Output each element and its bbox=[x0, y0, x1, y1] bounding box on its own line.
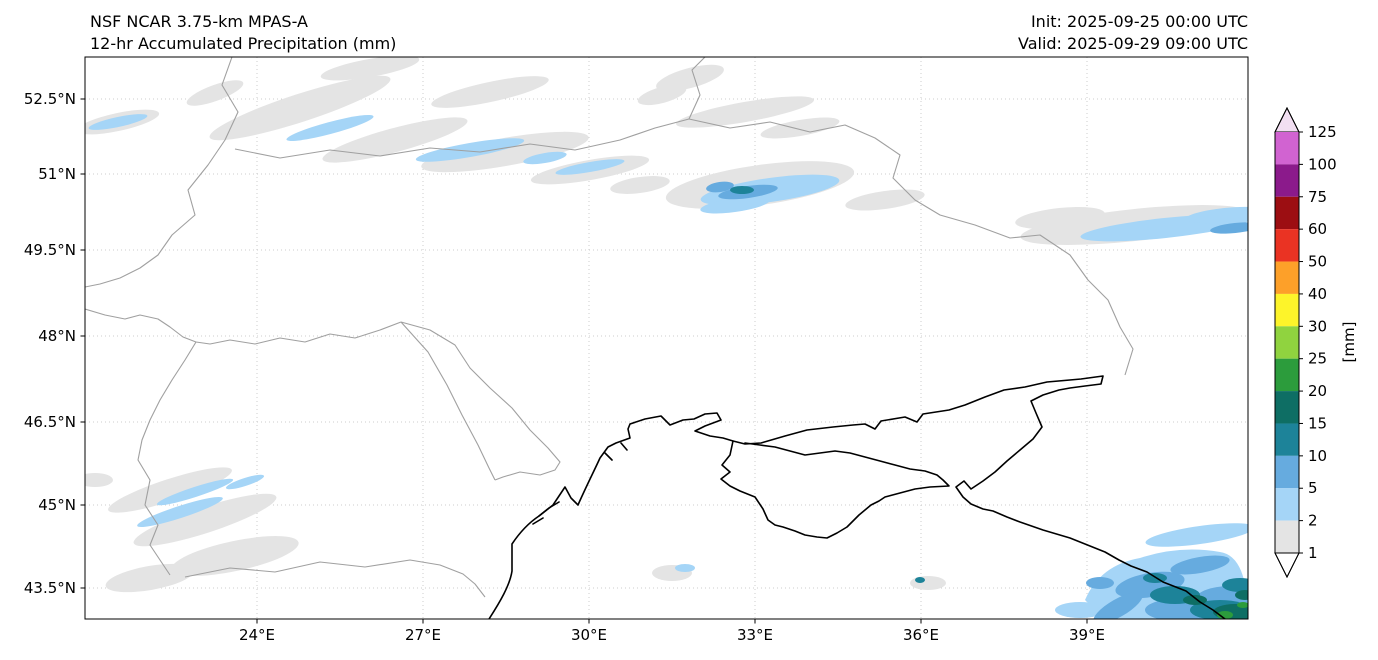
lat-tick-label: 49.5°N bbox=[23, 241, 76, 259]
colorbar-segment bbox=[1275, 488, 1299, 521]
country-borders bbox=[85, 57, 1134, 598]
colorbar-segment bbox=[1275, 520, 1299, 554]
colorbar-segment bbox=[1275, 455, 1299, 489]
colorbar: 125 100 75 60 50 40 30 25 20 15 10 5 2 1… bbox=[1262, 100, 1378, 592]
colorbar-segments bbox=[1275, 132, 1299, 554]
precip-layer-5mm bbox=[706, 181, 1248, 619]
title-block: NSF NCAR 3.75-km MPAS-A 12-hr Accumulate… bbox=[90, 11, 396, 55]
colorbar-segment bbox=[1275, 326, 1299, 359]
colorbar-tick-label: 25 bbox=[1308, 350, 1327, 368]
map-frame bbox=[84, 56, 1249, 620]
colorbar-tick-label: 15 bbox=[1308, 414, 1327, 432]
lat-tick-label: 48°N bbox=[38, 327, 76, 345]
colorbar-segment bbox=[1275, 358, 1299, 392]
model-title: NSF NCAR 3.75-km MPAS-A bbox=[90, 12, 308, 31]
colorbar-tick-label: 10 bbox=[1308, 447, 1327, 465]
colorbar-tickmarks bbox=[1299, 131, 1303, 554]
colorbar-tick-label: 40 bbox=[1308, 285, 1327, 303]
valid-time: Valid: 2025-09-29 09:00 UTC bbox=[1017, 34, 1248, 53]
lat-tick-label: 51°N bbox=[38, 165, 76, 183]
lat-tick-label: 43.5°N bbox=[23, 579, 76, 597]
colorbar-tick-label: 50 bbox=[1308, 253, 1327, 271]
colorbar-tick-label: 20 bbox=[1308, 382, 1327, 400]
lon-tick-label: 39°E bbox=[1068, 626, 1106, 644]
colorbar-tick-label: 5 bbox=[1308, 479, 1318, 497]
lon-tick-label: 33°E bbox=[736, 626, 774, 644]
colorbar-tick-label: 60 bbox=[1308, 220, 1327, 238]
colorbar-tick-label: 75 bbox=[1308, 188, 1327, 206]
colorbar-tick-label: 30 bbox=[1308, 317, 1327, 335]
precip-layer-1mm bbox=[85, 57, 1248, 593]
colorbar-segment bbox=[1275, 261, 1299, 294]
axis-ticks bbox=[80, 98, 1088, 624]
colorbar-segment bbox=[1275, 164, 1299, 197]
lat-tick-label: 46.5°N bbox=[23, 413, 76, 431]
colorbar-segment bbox=[1275, 423, 1299, 456]
product-title: 12-hr Accumulated Precipitation (mm) bbox=[90, 34, 397, 53]
init-time: Init: 2025-09-25 00:00 UTC bbox=[1030, 12, 1248, 31]
coastlines bbox=[488, 375, 1226, 619]
colorbar-segment bbox=[1275, 391, 1299, 424]
colorbar-tick-label: 1 bbox=[1308, 544, 1318, 562]
lon-tick-label: 30°E bbox=[570, 626, 608, 644]
colorbar-unit-label: [mm] bbox=[1340, 322, 1358, 363]
colorbar-segment bbox=[1275, 229, 1299, 262]
colorbar-segment bbox=[1275, 293, 1299, 327]
graticule-gridlines bbox=[85, 57, 1248, 619]
colorbar-tick-labels: 125 100 75 60 50 40 30 25 20 15 10 5 2 1 bbox=[1308, 123, 1337, 562]
map-plot bbox=[80, 56, 1249, 624]
colorbar-tick-label: 100 bbox=[1308, 155, 1337, 173]
colorbar-under-arrow bbox=[1274, 552, 1300, 579]
colorbar-segment bbox=[1275, 196, 1299, 230]
colorbar-over-arrow bbox=[1274, 106, 1300, 133]
colorbar-segment bbox=[1275, 132, 1299, 165]
colorbar-tick-label: 2 bbox=[1308, 512, 1318, 530]
colorbar-tick-label: 125 bbox=[1308, 123, 1337, 141]
time-block: Init: 2025-09-25 00:00 UTC Valid: 2025-0… bbox=[1018, 11, 1248, 55]
lat-tick-label: 52.5°N bbox=[23, 90, 76, 108]
lat-tick-label: 45°N bbox=[38, 496, 76, 514]
lon-tick-label: 24°E bbox=[238, 626, 276, 644]
lon-tick-label: 27°E bbox=[404, 626, 442, 644]
lon-tick-label: 36°E bbox=[902, 626, 940, 644]
